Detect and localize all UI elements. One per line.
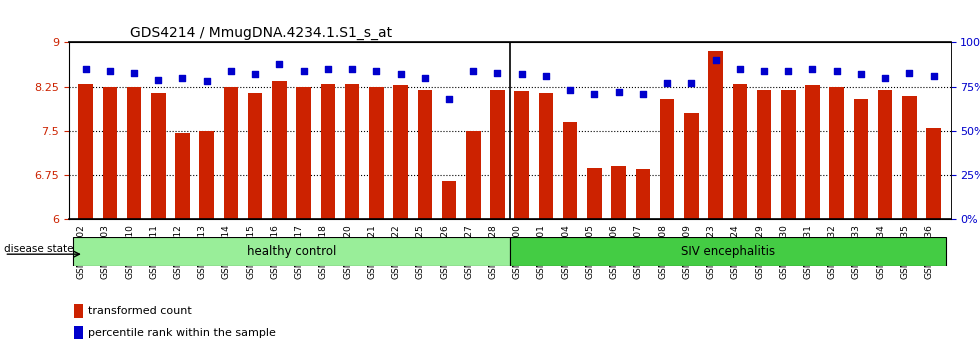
Text: GDS4214 / MmugDNA.4234.1.S1_s_at: GDS4214 / MmugDNA.4234.1.S1_s_at (130, 26, 392, 40)
Point (829, 68, 845, 74)
Bar (103, 87, 117, 219)
Bar (709, 51, 723, 219)
Bar (248, 93, 263, 219)
Bar (490, 90, 505, 219)
Bar (345, 84, 360, 219)
Point (683, 80, 699, 86)
FancyBboxPatch shape (510, 237, 946, 266)
Point (296, 68, 312, 74)
Bar (151, 93, 166, 219)
Point (708, 57, 723, 63)
Point (780, 68, 796, 74)
Point (635, 91, 651, 97)
Point (223, 68, 239, 74)
Bar (417, 90, 432, 219)
Bar (612, 166, 626, 219)
Text: healthy control: healthy control (247, 245, 336, 258)
Bar (636, 169, 650, 219)
Bar (74, 326, 83, 339)
Point (757, 68, 772, 74)
Bar (587, 167, 602, 219)
Bar (223, 87, 238, 219)
Point (514, 72, 529, 77)
Point (102, 68, 118, 74)
Point (126, 70, 142, 75)
Point (416, 75, 432, 81)
Bar (539, 93, 554, 219)
Text: disease state: disease state (4, 244, 74, 253)
Point (150, 77, 166, 82)
Point (247, 72, 263, 77)
Bar (829, 87, 844, 219)
Point (344, 66, 360, 72)
Bar (732, 84, 747, 219)
Point (877, 75, 893, 81)
Point (854, 72, 869, 77)
Bar (878, 90, 893, 219)
FancyBboxPatch shape (74, 237, 510, 266)
Text: SIV encephalitis: SIV encephalitis (681, 245, 775, 258)
Point (563, 87, 578, 93)
Bar (684, 113, 699, 219)
Bar (466, 131, 480, 219)
Bar (781, 90, 796, 219)
Bar (514, 91, 529, 219)
Point (320, 66, 336, 72)
Point (393, 72, 409, 77)
Point (538, 73, 554, 79)
Point (732, 66, 748, 72)
Point (174, 75, 190, 81)
Bar (806, 85, 819, 219)
Point (805, 66, 820, 72)
Point (466, 68, 481, 74)
Bar (175, 133, 190, 219)
Bar (757, 90, 771, 219)
Bar (903, 96, 916, 219)
Bar (272, 81, 287, 219)
Point (926, 73, 942, 79)
Point (660, 80, 675, 86)
Bar (320, 84, 335, 219)
Bar (660, 98, 674, 219)
Point (271, 61, 287, 67)
Bar (563, 122, 577, 219)
Point (490, 70, 506, 75)
Point (902, 70, 917, 75)
Bar (78, 84, 93, 219)
Point (441, 96, 457, 102)
Text: percentile rank within the sample: percentile rank within the sample (88, 327, 276, 338)
Bar (442, 181, 457, 219)
Bar (200, 131, 214, 219)
Bar (126, 87, 141, 219)
Bar (393, 85, 408, 219)
Point (77, 66, 93, 72)
Bar (854, 98, 868, 219)
Point (199, 79, 215, 84)
Bar (74, 304, 83, 318)
Point (368, 68, 384, 74)
Text: transformed count: transformed count (88, 306, 192, 316)
Point (587, 91, 603, 97)
Bar (369, 87, 383, 219)
Point (611, 89, 626, 95)
Bar (296, 87, 311, 219)
Bar (926, 128, 941, 219)
